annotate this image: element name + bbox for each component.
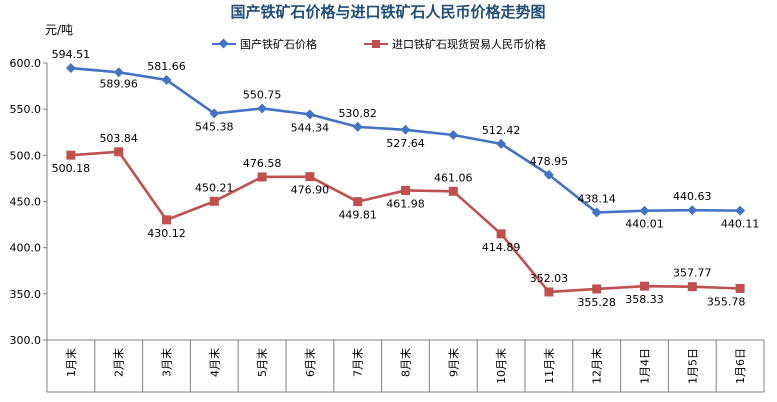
data-point-domestic xyxy=(591,207,602,218)
data-label-domestic: 545.38 xyxy=(195,120,234,133)
data-point-import xyxy=(544,287,554,297)
legend-marker-import xyxy=(372,40,380,48)
data-point-import xyxy=(592,284,602,294)
data-label-domestic: 594.51 xyxy=(52,48,91,61)
data-label-import: 430.12 xyxy=(147,227,186,240)
data-point-domestic xyxy=(639,205,650,216)
x-tick-label: 6月末 xyxy=(303,348,317,377)
legend-label-domestic: 国产铁矿石价格 xyxy=(240,37,317,51)
legend: 国产铁矿石价格 进口铁矿石现货贸易人民币价格 xyxy=(212,37,546,51)
x-tick-label: 8月末 xyxy=(399,348,413,377)
data-label-import: 358.33 xyxy=(625,293,664,306)
data-label-domestic: 478.95 xyxy=(530,155,569,168)
data-label-domestic: 544.34 xyxy=(291,121,330,134)
y-tick-label: 300.0 xyxy=(10,334,42,347)
y-axis-unit: 元/吨 xyxy=(45,23,73,37)
data-point-import xyxy=(496,229,506,239)
data-point-import xyxy=(114,147,124,157)
data-point-import xyxy=(305,172,315,182)
x-tick-label: 1月5日 xyxy=(686,348,699,384)
y-tick-label: 350.0 xyxy=(10,288,42,301)
data-point-import xyxy=(353,197,363,207)
y-tick-label: 500.0 xyxy=(10,149,42,162)
data-point-import xyxy=(448,186,458,196)
data-point-domestic xyxy=(209,108,220,119)
data-label-import: 476.58 xyxy=(243,157,282,170)
y-tick-label: 600.0 xyxy=(10,57,42,70)
data-label-domestic: 527.64 xyxy=(386,137,425,150)
x-tick-label: 12月末 xyxy=(590,348,604,384)
data-label-import: 355.78 xyxy=(707,295,746,308)
data-point-domestic xyxy=(304,109,315,120)
axes: 300.0 350.0 400.0 450.0 500.0 550.0 600.0 1月末 2月… xyxy=(10,57,765,393)
data-point-domestic xyxy=(448,130,459,140)
data-label-domestic: 550.75 xyxy=(243,88,282,101)
data-labels: 594.51 589.96 581.66 545.38 550.75 544.34 530.… xyxy=(52,48,760,309)
data-label-import: 503.84 xyxy=(99,132,138,145)
y-tick-label: 450.0 xyxy=(10,196,42,209)
data-label-import: 357.77 xyxy=(673,267,712,280)
data-label-import: 355.28 xyxy=(577,296,616,309)
x-tick-label: 10月末 xyxy=(494,348,508,384)
data-label-import: 476.90 xyxy=(291,184,330,197)
data-label-import: 500.18 xyxy=(52,162,91,175)
data-point-domestic xyxy=(113,67,124,78)
data-label-import: 461.98 xyxy=(386,197,425,210)
data-point-import xyxy=(401,185,410,195)
data-point-domestic xyxy=(687,205,698,216)
x-tick-label: 5月末 xyxy=(255,348,269,377)
data-label-domestic: 512.42 xyxy=(482,124,521,137)
x-tick-label: 9月末 xyxy=(446,348,460,377)
legend-label-import: 进口铁矿石现货贸易人民币价格 xyxy=(392,37,546,51)
data-point-domestic xyxy=(496,138,507,149)
data-label-domestic: 581.66 xyxy=(147,60,186,73)
data-point-domestic xyxy=(400,124,411,135)
legend-marker-domestic xyxy=(218,38,229,49)
data-point-domestic xyxy=(735,205,746,216)
x-tick-label: 1月6日 xyxy=(734,348,747,384)
y-tick-label: 550.0 xyxy=(10,103,42,116)
chart-title: 国产铁矿石价格与进口铁矿石人民币价格走势图 xyxy=(230,3,545,21)
series-layer xyxy=(65,63,746,297)
x-tick-label: 11月末 xyxy=(542,348,556,384)
data-label-import: 450.21 xyxy=(195,181,234,194)
x-tick-label: 2月末 xyxy=(112,348,126,377)
data-label-import: 449.81 xyxy=(338,209,377,222)
data-point-import xyxy=(66,150,76,160)
data-label-import: 461.06 xyxy=(434,171,473,184)
x-tick-label: 7月末 xyxy=(351,348,365,377)
data-point-import xyxy=(687,282,697,292)
data-label-domestic: 438.14 xyxy=(577,192,616,205)
x-tick-label: 4月末 xyxy=(207,348,221,377)
data-point-domestic xyxy=(161,74,172,85)
data-label-domestic: 440.11 xyxy=(721,218,760,231)
data-point-import xyxy=(209,196,219,206)
data-point-import xyxy=(162,215,171,225)
x-tick-label: 1月4日 xyxy=(639,348,652,384)
data-label-import: 414.89 xyxy=(482,241,521,254)
data-label-domestic: 440.01 xyxy=(625,218,664,231)
data-label-domestic: 440.63 xyxy=(673,190,712,203)
data-point-import xyxy=(735,283,745,293)
data-label-domestic: 530.82 xyxy=(338,107,377,120)
data-label-domestic: 589.96 xyxy=(99,77,138,90)
data-point-domestic xyxy=(257,103,268,114)
x-tick-label: 3月末 xyxy=(160,348,174,377)
data-point-domestic xyxy=(352,121,363,132)
y-tick-label: 400.0 xyxy=(10,242,42,255)
data-point-import xyxy=(640,281,649,291)
data-label-import: 352.03 xyxy=(530,272,569,285)
x-tick-label: 1月末 xyxy=(64,348,78,377)
data-point-domestic xyxy=(543,169,554,180)
data-point-domestic xyxy=(65,63,76,74)
data-point-import xyxy=(257,172,267,182)
